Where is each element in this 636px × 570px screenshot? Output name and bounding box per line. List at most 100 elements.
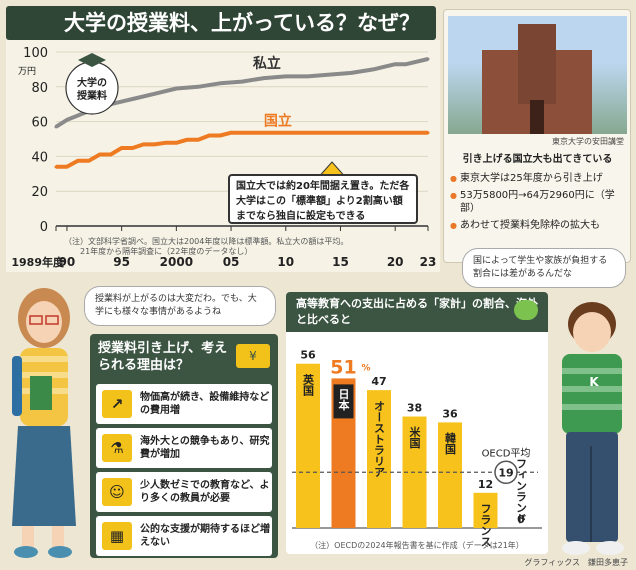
oecd-average-value: 19 [498,466,513,479]
reason-text: 公的な支援が期待するほど増えない [140,524,270,548]
bar-value-label: 38 [407,402,422,415]
reason-text: 海外大との競争もあり、研究費が増加 [140,436,270,460]
bar-value-label: 36 [442,407,458,420]
man-illustration: K [562,302,624,555]
x-tick-label: 1989年度 [11,255,65,269]
data-point [65,165,69,169]
x-tick-label: 05 [223,255,240,269]
bar-chart-svg: 56 英国 51 % 日本 47 オーストラリア 38 米国 36 韓国 12 フランス 0フィンランド1… [292,349,542,550]
purse-icon [514,300,538,320]
data-point [54,125,58,129]
series-label: 私立 [253,55,281,72]
reason-text: 物価高が続き、設備維持などの費用増 [140,392,270,416]
seminar-icon: ☺ [102,478,132,506]
x-tick-label: 15 [332,255,349,269]
x-tick-label: 23 [420,255,437,269]
bullet-item: 東京大学は25年度から引き上げ [450,172,628,185]
data-point [426,131,430,135]
data-point [54,165,58,169]
y-tick-label: 60 [31,116,48,131]
bar [473,492,498,528]
arrow-up-icon: ↗ [102,390,132,418]
bullet-item: あわせて授業料免除枠の拡大も [450,219,628,232]
bar-chart-title: 高等教育への支出に占める「家計」の割合、海外と比べると [286,292,548,332]
data-point [87,159,91,163]
chart-note: 21年度から隔年調査に（22年度のデータなし） [80,246,252,256]
data-point [152,142,156,146]
money-icon: ¥ [236,344,270,368]
data-point [131,97,135,101]
bar [438,422,462,528]
bar-value-label: 51 [330,356,356,378]
oecd-average-marker [494,460,518,485]
data-point [240,80,244,84]
bar-unit-label: % [362,363,371,373]
bullet-item: 53万5800円→64万2960円に（学部） [450,189,628,215]
data-point [218,81,222,85]
building-icon: ▦ [102,522,132,550]
photo-bullets: 東京大学は25年度から引き上げ 53万5800円→64万2960円に（学部） あ… [450,172,628,236]
highlight-label-bg [333,384,354,419]
bar-category-label: 韓国 [444,431,457,455]
y-tick-label: 40 [31,150,48,165]
household-share-bar-chart: 高等教育への支出に占める「家計」の割合、海外と比べると 56 英国 51% 日本 47 オ… [286,292,548,554]
x-tick-label: 10 [277,255,294,269]
man-speech-bubble: 国によって学生や家族が負担する割合には差があるんだな [462,248,626,288]
data-point [174,141,178,145]
bar-value-label: 56 [300,349,316,362]
photo-panel: 東京大学の安田講堂 引き上げる国立大も出てきている 東京大学は25年度から引き上… [443,9,631,263]
photo-heading: 引き上げる国立大も出てきている [462,154,613,165]
photo-caption: 東京大学の安田講堂 [552,137,624,146]
reasons-title: 授業料引き上げ、考えられる理由は？ [98,341,228,373]
bar-category-label: フランス [479,503,492,547]
data-point [65,118,69,122]
svg-text:K: K [589,375,599,389]
bar-category-label: オーストラリア [373,400,386,477]
data-point [152,92,156,96]
x-tick-label: 95 [113,255,130,269]
data-point [404,62,408,66]
door-shape [530,100,544,134]
data-point [163,141,167,145]
data-point [174,87,178,91]
y-tick-label: 20 [31,185,48,200]
y-tick-label: 80 [31,81,48,96]
reason-text: 少人数ゼミでの教育など、より多くの教員が必要 [140,480,270,504]
yasuda-auditorium-photo [448,16,627,134]
data-point [262,76,266,80]
tuition-badge-label: 大学の [77,76,107,89]
data-point [76,159,80,163]
data-point [229,131,233,135]
reason-item: ⚗ 海外大との競争もあり、研究費が増加 [96,428,272,468]
y-tick-label: 100 [23,46,48,61]
bar-category-label: 日本 [337,388,350,411]
tuition-line-chart: 0 20 40 60 80 100 万円 1989年度 90 95 2000 05 10 15 20 23 私立… [6,40,440,272]
bar-value-label: 12 [478,478,493,491]
bar-category-label: フィンランド [515,458,528,524]
bar [296,363,320,528]
reason-item: ☺ 少人数ゼミでの教育など、より多くの教員が必要 [96,472,272,512]
data-point [393,62,397,66]
bar-value-label: 47 [371,375,386,388]
x-tick-label: 2000 [160,255,193,269]
credit: グラフィックス 鎌田多恵子 [524,558,628,567]
bar-category-label: 英国 [302,372,316,396]
data-point [142,142,146,146]
chart-note: （注）文部科学省調べ。国立大は2004年度以降は標準額。私立大の額は平均。 [64,236,348,246]
data-point [426,57,430,61]
data-point [349,71,353,75]
data-point [196,138,200,142]
data-point [371,67,375,71]
data-point [207,134,211,138]
woman-illustration [12,288,76,558]
reasons-panel: 授業料引き上げ、考えられる理由は？ ¥ ↗ 物価高が続き、設備維持などの費用増 ⚗… [90,334,278,558]
data-point [284,74,288,78]
reason-item: ↗ 物価高が続き、設備維持などの費用増 [96,384,272,424]
reason-item: ▦ 公的な支援が期待するほど増えない [96,516,272,556]
bar-chart-note: （注）OECDの2024年報告書を基に作成（データは21年） [310,540,524,550]
graduation-cap-icon [78,53,106,67]
data-point [109,152,113,156]
bar-category-label: 米国 [408,425,422,449]
